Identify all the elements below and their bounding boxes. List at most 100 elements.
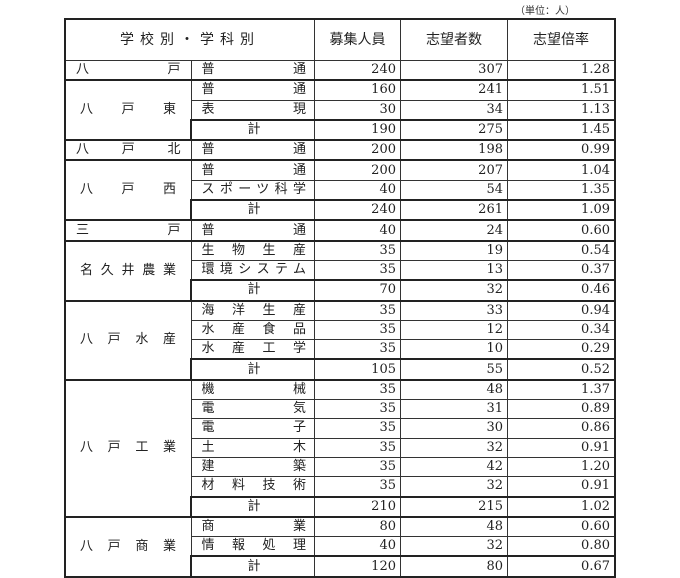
ratio-value: 0.29: [507, 339, 616, 360]
total-label: 計: [190, 199, 315, 222]
total-applicants: 32: [400, 279, 508, 302]
total-row: 計 190 275 1.45: [65, 118, 616, 142]
total-label: 計: [190, 495, 315, 518]
capacity-value: 240: [314, 60, 401, 82]
total-applicants: 261: [400, 199, 508, 222]
applicants-value: 13: [400, 259, 508, 281]
department-name: 水産工学: [190, 339, 315, 360]
capacity-value: 40: [314, 536, 401, 557]
department-name: 水産食品: [190, 319, 315, 341]
total-applicants: 55: [400, 358, 508, 381]
school-name: 八戸水産: [64, 300, 192, 381]
header-capacity: 募集人員: [314, 18, 401, 61]
school-name: 八戸商業: [64, 516, 192, 578]
applicant-table: 学校別・学科別 募集人員 志望者数 志望倍率 八戸 普通 240 307 1.28 八戸東…: [64, 18, 616, 578]
table-row: 材料技術 35 32 0.91: [65, 476, 616, 498]
capacity-value: 35: [314, 259, 401, 281]
department-name: 電子: [190, 418, 315, 439]
table-row: 八戸北 普通 200 198 0.99: [64, 139, 616, 162]
department-name: 商業: [190, 516, 315, 538]
total-label: 計: [190, 358, 315, 381]
total-row: 計 240 261 1.09: [65, 199, 616, 222]
applicants-value: 54: [400, 179, 508, 201]
school-name: 八戸: [64, 60, 192, 82]
applicants-value: 207: [400, 159, 508, 181]
ratio-value: 0.54: [507, 240, 616, 261]
department-name: 普通: [190, 60, 315, 82]
applicants-value: 19: [400, 240, 508, 261]
total-ratio: 0.46: [507, 279, 616, 302]
ratio-value: 0.89: [507, 399, 616, 420]
department-name: 海洋生産: [190, 300, 315, 321]
school-name: 八戸工業: [64, 379, 192, 518]
table-row: 建築 35 42 1.20: [65, 456, 616, 478]
applicants-value: 30: [400, 418, 508, 439]
unit-label: （単位：人）: [515, 6, 575, 17]
capacity-value: 30: [314, 99, 401, 121]
ratio-value: 1.13: [507, 99, 616, 121]
total-ratio: 0.52: [507, 358, 616, 381]
table-row: 八戸工業 機械 35 48 1.37: [64, 379, 616, 518]
total-capacity: 105: [314, 358, 401, 381]
capacity-value: 35: [314, 240, 401, 261]
applicants-value: 10: [400, 339, 508, 360]
header-applicants: 志望者数: [400, 18, 508, 61]
total-applicants: 275: [400, 118, 508, 142]
capacity-value: 35: [314, 300, 401, 321]
capacity-value: 35: [314, 437, 401, 458]
school-name: 名久井農業: [64, 240, 192, 302]
department-name: 表現: [190, 99, 315, 121]
applicants-value: 307: [400, 60, 508, 82]
capacity-value: 200: [314, 159, 401, 181]
total-label: 計: [190, 279, 315, 302]
applicants-value: 48: [400, 379, 508, 401]
capacity-value: 35: [314, 418, 401, 439]
total-ratio: 1.02: [507, 495, 616, 518]
ratio-value: 1.20: [507, 456, 616, 478]
applicants-value: 12: [400, 319, 508, 341]
table-row: 八戸東 普通 160 241 1.51: [64, 79, 616, 142]
ratio-value: 1.04: [507, 159, 616, 181]
department-name: 土木: [190, 437, 315, 458]
capacity-value: 200: [314, 139, 401, 162]
ratio-value: 0.94: [507, 300, 616, 321]
table-row: スポーツ科学 40 54 1.35: [65, 179, 616, 201]
applicants-value: 32: [400, 476, 508, 498]
capacity-value: 160: [314, 79, 401, 101]
header-ratio: 志望倍率: [507, 18, 616, 61]
table-row: 八戸水産 海洋生産 35 33 0.94: [64, 300, 616, 381]
department-name: スポーツ科学: [190, 179, 315, 201]
applicants-value: 48: [400, 516, 508, 538]
table-row: 八戸西 普通 200 207 1.04: [64, 159, 616, 222]
ratio-value: 1.51: [507, 79, 616, 101]
total-ratio: 1.09: [507, 199, 616, 222]
capacity-value: 40: [314, 179, 401, 201]
ratio-value: 0.86: [507, 418, 616, 439]
header-school-dept: 学校別・学科別: [64, 18, 315, 61]
ratio-value: 0.60: [507, 219, 616, 242]
ratio-value: 0.91: [507, 476, 616, 498]
table-row: 名久井農業 生物生産 35 19 0.54: [64, 240, 616, 302]
department-name: 環境システム: [190, 259, 315, 281]
table-row: 八戸 普通 240 307 1.28: [64, 60, 616, 82]
ratio-value: 0.37: [507, 259, 616, 281]
table-row: 電気 35 31 0.89: [65, 399, 616, 420]
total-capacity: 190: [314, 118, 401, 142]
capacity-value: 35: [314, 456, 401, 478]
department-name: 生物生産: [190, 240, 315, 261]
school-name: 八戸東: [64, 79, 192, 142]
department-name: 普通: [190, 139, 315, 162]
department-name: 材料技術: [190, 476, 315, 498]
table-row: 水産食品 35 12 0.34: [65, 319, 616, 341]
total-label: 計: [190, 118, 315, 142]
total-capacity: 70: [314, 279, 401, 302]
ratio-value: 0.80: [507, 536, 616, 557]
department-name: 建築: [190, 456, 315, 478]
table-row: 三戸 普通 40 24 0.60: [64, 219, 616, 242]
total-row: 計 210 215 1.02: [65, 495, 616, 518]
ratio-value: 0.99: [507, 139, 616, 162]
applicants-value: 34: [400, 99, 508, 121]
applicants-value: 24: [400, 219, 508, 242]
applicants-value: 33: [400, 300, 508, 321]
department-name: 普通: [190, 219, 315, 242]
